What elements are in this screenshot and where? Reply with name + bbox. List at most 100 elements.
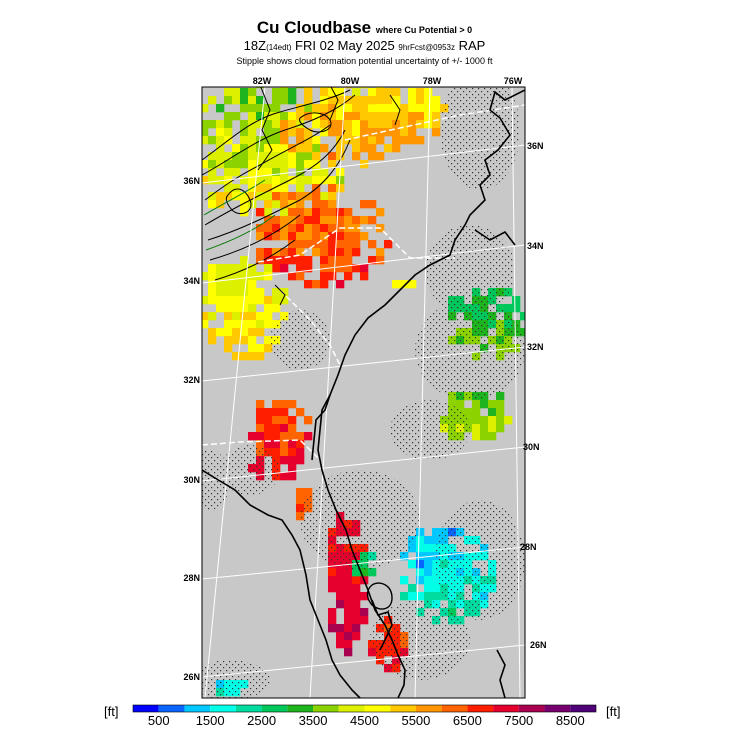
cloudbase-cell [264,128,273,137]
cloudbase-cell [336,128,345,137]
cloudbase-cell [400,552,409,561]
cloudbase-cell [352,96,361,105]
cloudbase-cell [344,240,353,249]
cloudbase-cell [248,344,257,353]
cloudbase-cell [328,88,337,97]
cloudbase-cell [312,120,321,129]
cloudbase-cell [344,568,353,577]
cloudbase-cell [320,232,329,241]
cloudbase-cell [344,616,353,625]
cloudbase-cell [344,632,353,641]
cloudbase-cell [288,176,297,185]
cloudbase-cell [488,400,497,409]
cloudbase-cell [256,408,265,417]
cloudbase-cell [202,320,209,329]
cloudbase-cell [328,272,337,281]
cloudbase-cell [232,336,241,345]
cloudbase-cell [312,112,321,121]
cloudbase-cell [296,256,305,265]
cloudbase-cell [312,208,321,217]
cloudbase-cell [288,272,297,281]
cloudbase-cell [256,328,265,337]
cloudbase-cell [344,256,353,265]
cloudbase-cell [424,544,433,553]
cloudbase-cell [232,304,241,313]
colorbar-tick-label: 7500 [504,713,533,728]
cloudbase-cell [416,544,425,553]
cloudbase-cell [336,624,345,633]
cloudbase-cell [240,192,249,201]
cloudbase-cell [320,128,329,137]
cloudbase-cell [360,112,369,121]
cloudbase-cell [320,208,329,217]
cloudbase-cell [416,576,425,585]
cloudbase-cell [280,144,289,153]
cloudbase-cell [224,320,233,329]
cloudbase-cell [256,176,265,185]
cloudbase-cell [248,176,257,185]
cloudbase-cell [216,144,225,153]
cloudbase-cell [256,320,265,329]
cloudbase-cell [360,568,369,577]
cloudbase-cell [256,440,265,449]
cloudbase-cell [320,144,329,153]
cloudbase-cell [202,120,209,129]
cloudbase-cell [312,168,321,177]
lat-label-left-36n: 36N [183,176,200,186]
cloudbase-cell [248,200,257,209]
cloudbase-cell [288,96,297,105]
cloudbase-cell [232,264,241,273]
cloudbase-cell [296,264,305,273]
stipple-patch [425,225,515,315]
cloudbase-cell [216,192,225,201]
cloudbase-cell [248,272,257,281]
cloudbase-cell [424,104,433,113]
cloudbase-cell [280,152,289,161]
cloudbase-cell [296,200,305,209]
cloudbase-cell [384,128,393,137]
cloudbase-cell [408,544,417,553]
cloudbase-cell [232,144,241,153]
cloudbase-cell [312,136,321,145]
cloudbase-cell [296,152,305,161]
cloudbase-cell [360,144,369,153]
cloudbase-cell [368,136,377,145]
cloudbase-cell [288,216,297,225]
cloudbase-cell [224,184,233,193]
colorbar-swatch [570,705,596,712]
colorbar-tick-labels: 500 1500 2500 3500 4500 5500 6500 7500 8500 [148,713,585,728]
cloudbase-cell [368,96,377,105]
cloudbase-cell [264,208,273,217]
cloudbase-cell [264,320,273,329]
cloudbase-cell [272,144,281,153]
cloudbase-cell [224,128,233,137]
cloudbase-cell [280,232,289,241]
cloudbase-cell [368,648,377,657]
cloudbase-cell [240,280,249,289]
cloudbase-cell [456,400,465,409]
cloudbase-cell [496,408,505,417]
cloudbase-cell [336,216,345,225]
cloudbase-cell [202,312,209,321]
cloudbase-cell [360,264,369,273]
cloudbase-cell [352,616,361,625]
cloudbase-cell [520,328,525,337]
cloudbase-cell [360,616,369,625]
cloudbase-cell [368,568,377,577]
lat-label-right-28n: 28N [520,542,537,552]
cloudbase-cell [328,624,337,633]
cloudbase-cell [424,568,433,577]
cloudbase-cell [384,120,393,129]
cloudbase-cell [304,88,313,97]
cloudbase-cell [280,120,289,129]
cloudbase-cell [272,448,281,457]
forecast-date: FRI 02 May 2025 [295,38,395,53]
cloudbase-cell [280,192,289,201]
cloudbase-cell [248,288,257,297]
cloudbase-cell [264,272,273,281]
cloudbase-cell [376,88,385,97]
cloudbase-cell [304,488,313,497]
cloudbase-cell [280,400,289,409]
cloudbase-cell [336,248,345,257]
cloudbase-cell [352,576,361,585]
